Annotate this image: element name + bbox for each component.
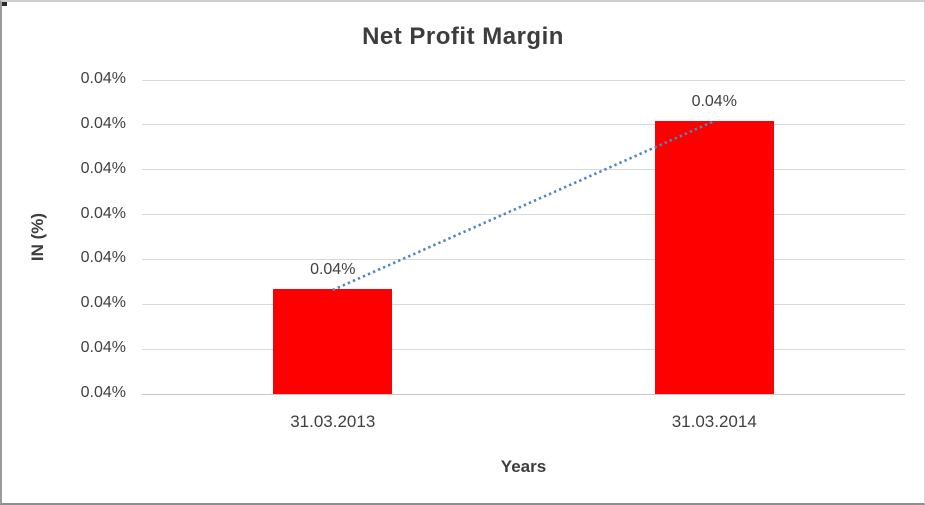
y-tick-label: 0.04% (80, 294, 126, 312)
gridline (142, 348, 905, 350)
gridline (142, 258, 905, 260)
x-tick-label: 31.03.2013 (290, 412, 376, 431)
bar-data-label: 0.04% (310, 261, 356, 278)
bar-31.03.2013 (273, 289, 393, 394)
y-tick-label: 0.04% (80, 159, 126, 177)
gridline (142, 169, 905, 171)
y-tick-label: 0.04% (80, 114, 126, 132)
frame-corner-accent (2, 2, 7, 6)
gridline (142, 124, 905, 126)
y-tick-label: 0.04% (80, 204, 126, 222)
y-tick-label: 0.04% (80, 70, 126, 87)
bar-31.03.2014 (654, 121, 774, 394)
x-axis-title: Years (500, 457, 547, 476)
y-tick-label: 0.04% (80, 339, 126, 357)
x-tick-label: 31.03.2014 (671, 412, 757, 431)
y-tick-label: 0.04% (80, 384, 126, 401)
x-axis-line (142, 393, 905, 395)
gridline (142, 214, 905, 216)
bar-data-label: 0.04% (691, 93, 737, 110)
gridline (142, 303, 905, 305)
y-tick-label: 0.04% (80, 249, 126, 267)
chart-title: Net Profit Margin (362, 23, 564, 50)
gridline (142, 79, 905, 81)
